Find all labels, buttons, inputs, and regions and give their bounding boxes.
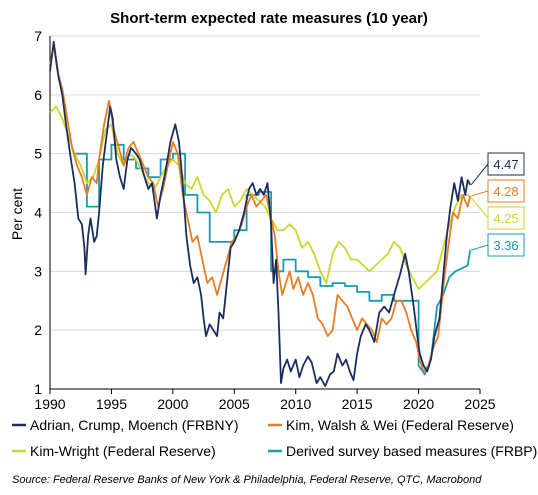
y-tick-label: 6 (34, 87, 42, 103)
callout-leader-2 (470, 197, 489, 219)
x-tick-label: 1990 (34, 396, 65, 412)
x-tick-label: 2015 (342, 396, 373, 412)
series-line-2 (49, 105, 471, 290)
y-tick-label: 5 (34, 146, 42, 162)
legend-label-3: Derived survey based measures (FRBP) (286, 443, 537, 459)
y-tick-labels: 1 2 3 4 5 6 7 (34, 28, 42, 397)
y-axis-label: Per cent (9, 188, 25, 240)
y-tick-label: 1 (34, 381, 42, 397)
callout-box-3 (487, 233, 525, 257)
y-tick-label: 3 (34, 263, 42, 279)
x-tick-label: 2005 (219, 396, 250, 412)
x-tick-label: 2010 (280, 396, 311, 412)
legend-label-0: Adrian, Crump, Moench (FRBNY) (30, 417, 239, 433)
callout-leader-0 (470, 163, 489, 186)
y-tick-label: 4 (34, 205, 42, 221)
x-tick-label: 2020 (403, 396, 434, 412)
chart-title: Short-term expected rate measures (10 ye… (110, 10, 428, 27)
series-line-0 (49, 41, 471, 387)
series-lines (49, 41, 472, 387)
y-tick-label: 7 (34, 28, 42, 44)
legend-label-1: Kim, Walsh & Wei (Federal Reserve) (286, 417, 514, 433)
callout-box-0 (487, 152, 525, 176)
y-tick-label: 2 (34, 322, 42, 338)
legend-label-2: Kim-Wright (Federal Reserve) (30, 443, 216, 459)
end-value-callouts: 4.47 4.28 4.25 3.36 (470, 152, 525, 257)
callout-leader-3 (471, 244, 489, 251)
callout-box-1 (487, 179, 525, 203)
legend: Adrian, Crump, Moench (FRBNY) Kim, Walsh … (12, 417, 537, 459)
source-note: Source: Federal Reserve Banks of New Yor… (12, 474, 482, 486)
x-tick-label: 2000 (157, 396, 188, 412)
x-tick-label: 2025 (464, 396, 495, 412)
callout-value-0: 4.47 (493, 157, 518, 172)
x-tick-labels: 1990 1995 2000 2005 2010 2015 2020 2025 (34, 389, 496, 412)
grid (50, 35, 480, 331)
callout-value-1: 4.28 (493, 184, 518, 199)
callout-leader-1 (471, 190, 489, 197)
callout-value-3: 3.36 (493, 238, 518, 253)
series-line-1 (49, 43, 472, 373)
x-tick-label: 1995 (96, 396, 127, 412)
callout-value-2: 4.25 (493, 211, 518, 226)
callout-box-2 (487, 206, 525, 230)
